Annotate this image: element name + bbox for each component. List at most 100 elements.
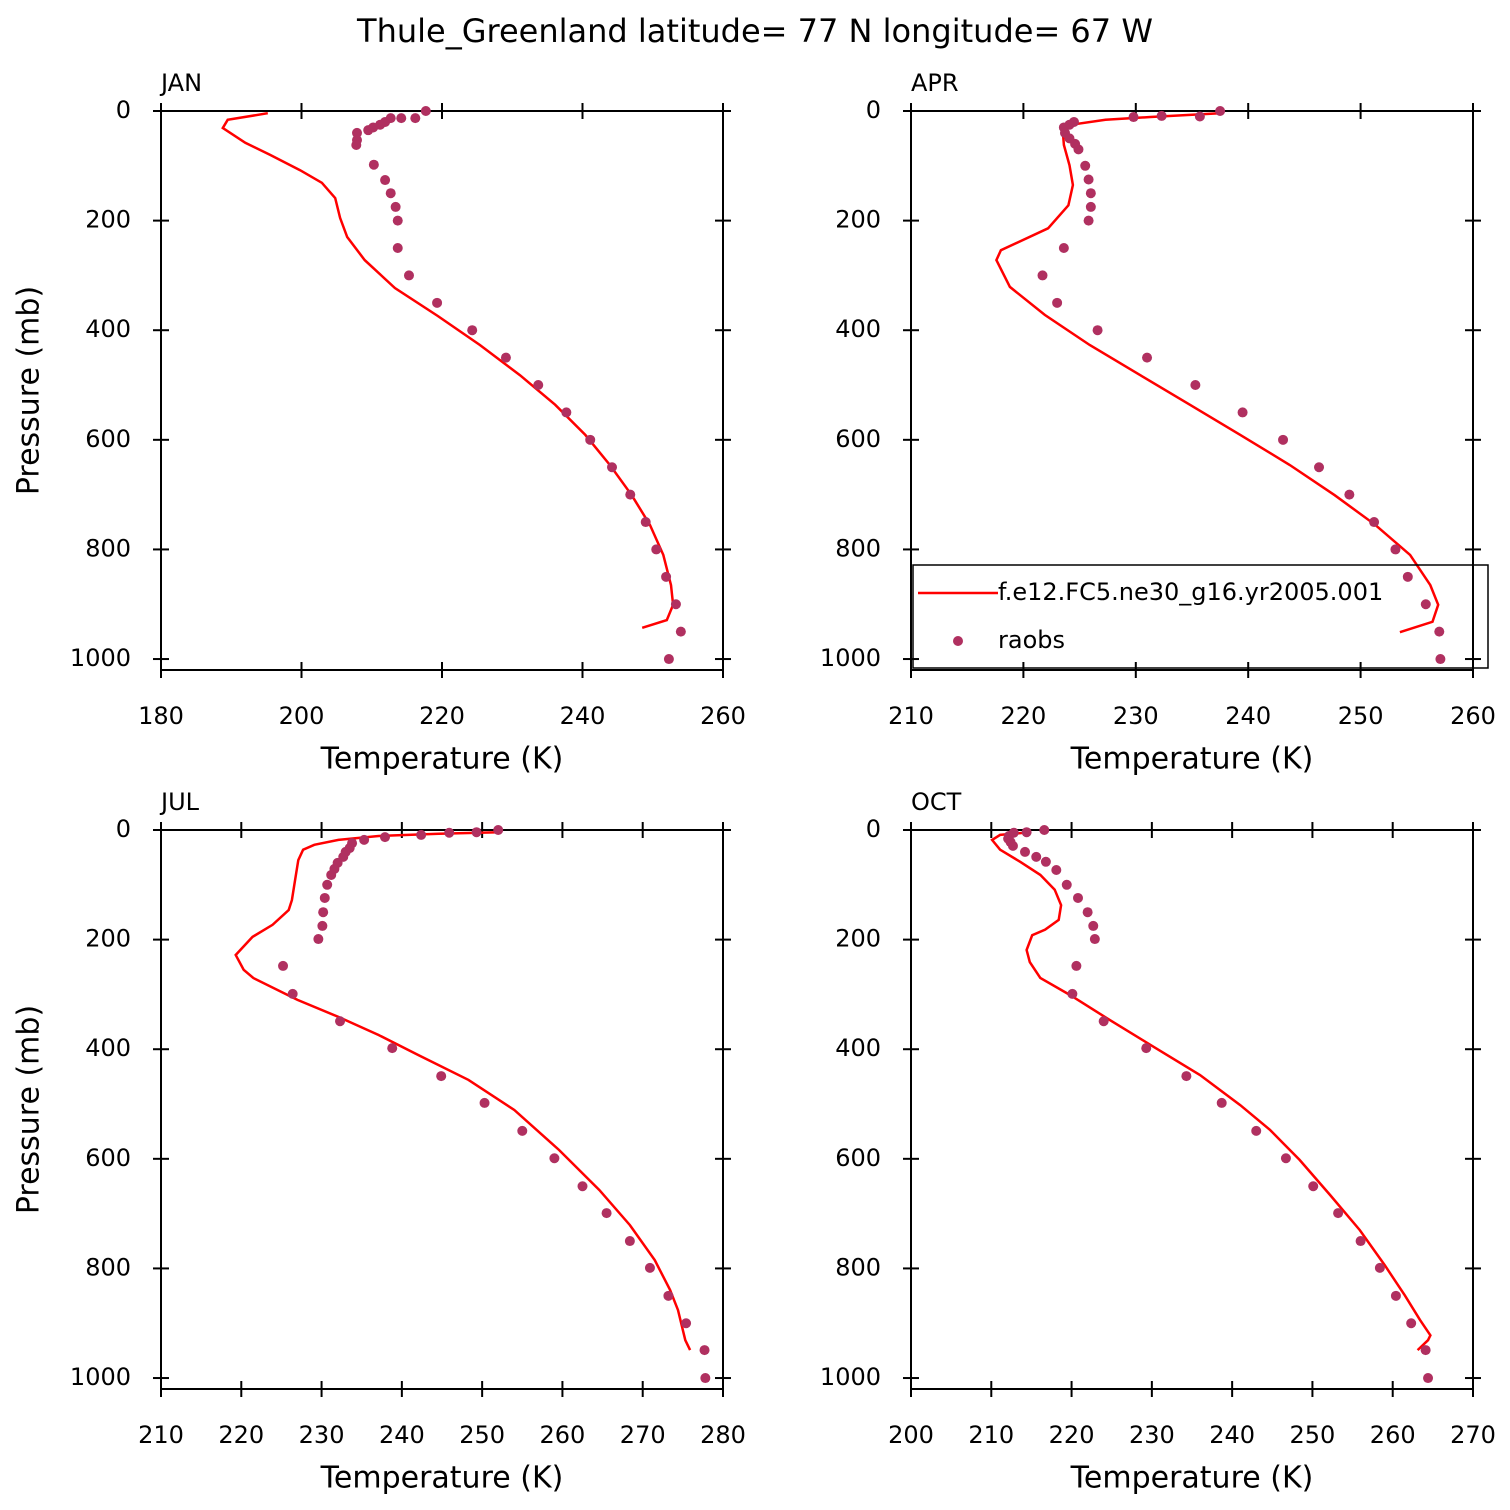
obs-point: [607, 462, 618, 473]
obs-point: [420, 106, 431, 116]
obs-point: [663, 654, 674, 665]
x-axis-label: Temperature (K): [1070, 1461, 1314, 1496]
obs-point: [577, 1181, 588, 1192]
x-tick-label: 260: [1450, 702, 1496, 730]
panel: APR 210 220 230 240 250 260 0 200 400 600 800 1000 Te…: [820, 69, 1496, 777]
obs-point: [1051, 865, 1062, 876]
obs-point: [1142, 352, 1153, 363]
obs-point: [1406, 1318, 1417, 1329]
obs-point: [432, 297, 443, 308]
obs-point: [351, 127, 362, 138]
x-tick-label: 280: [700, 1421, 746, 1449]
obs-point: [1052, 297, 1063, 308]
obs-point: [392, 215, 403, 226]
x-tick-label: 250: [1338, 702, 1384, 730]
obs-point: [644, 1262, 655, 1273]
x-tick-label: 260: [1370, 1421, 1416, 1449]
y-tick-label: 0: [116, 96, 131, 124]
obs-point: [1021, 827, 1032, 838]
x-tick-label: 210: [968, 1421, 1014, 1449]
legend-label: raobs: [998, 626, 1065, 654]
obs-point: [670, 599, 681, 610]
model-line: [221, 111, 675, 629]
model-line: [990, 830, 1432, 1352]
obs-point: [1007, 840, 1018, 851]
obs-point: [1072, 892, 1083, 903]
y-tick-label: 0: [866, 96, 881, 124]
y-tick-label: 200: [85, 925, 131, 953]
x-tick-label: 210: [138, 1421, 184, 1449]
obs-point: [1215, 106, 1226, 116]
x-tick-label: 220: [1049, 1421, 1095, 1449]
obs-point: [479, 1097, 490, 1108]
obs-point: [640, 517, 651, 528]
y-tick-label: 600: [835, 1144, 881, 1172]
obs-point: [1156, 110, 1167, 121]
obs-point: [385, 188, 396, 199]
obs-point: [387, 1043, 398, 1054]
obs-point: [1088, 920, 1099, 931]
obs-point: [318, 907, 329, 918]
panel-title: OCT: [911, 788, 962, 816]
obs-point: [1082, 907, 1093, 918]
obs-point: [1181, 1071, 1192, 1082]
x-tick-label: 240: [379, 1421, 425, 1449]
panel-title: APR: [911, 69, 959, 97]
obs-point: [1037, 270, 1048, 281]
obs-point: [1083, 174, 1094, 185]
obs-point: [1237, 407, 1248, 418]
obs-point: [1355, 1236, 1366, 1247]
obs-point: [392, 243, 403, 254]
y-tick-label: 200: [835, 925, 881, 953]
y-tick-label: 1000: [70, 644, 131, 672]
obs-point: [1369, 517, 1380, 528]
obs-point: [403, 270, 414, 281]
x-tick-label: 240: [1209, 1421, 1255, 1449]
obs-point: [1092, 325, 1103, 336]
y-tick-label: 800: [85, 1253, 131, 1281]
y-tick-label: 600: [85, 1144, 131, 1172]
x-tick-label: 210: [888, 702, 934, 730]
y-axis-label: Pressure (mb): [12, 1005, 47, 1214]
x-tick-label: 270: [1450, 1421, 1496, 1449]
x-tick-label: 230: [1129, 1421, 1175, 1449]
obs-point: [1251, 1125, 1262, 1136]
obs-point: [1390, 1290, 1401, 1301]
obs-point: [379, 832, 390, 843]
legend-swatch: [953, 636, 963, 646]
obs-point: [1314, 462, 1325, 473]
obs-point: [1194, 111, 1205, 122]
obs-point: [1067, 988, 1078, 999]
y-tick-label: 200: [835, 206, 881, 234]
legend-box: [912, 564, 1489, 669]
y-tick-label: 800: [835, 1253, 881, 1281]
obs-point: [1080, 160, 1091, 171]
y-tick-label: 800: [85, 534, 131, 562]
y-tick-label: 400: [85, 1034, 131, 1062]
obs-point: [326, 869, 337, 880]
obs-point: [549, 1153, 560, 1164]
obs-point: [625, 489, 636, 500]
plot-frame: [910, 110, 1474, 671]
obs-point: [700, 1373, 711, 1384]
obs-point: [1216, 1097, 1227, 1108]
obs-point: [467, 325, 478, 336]
obs-point: [1141, 1043, 1152, 1054]
obs-point: [1423, 1373, 1434, 1384]
obs-point: [390, 201, 401, 212]
obs-point: [313, 934, 324, 945]
y-tick-label: 400: [85, 315, 131, 343]
x-tick-label: 200: [279, 702, 325, 730]
obs-point: [1085, 201, 1096, 212]
obs-point: [380, 175, 391, 186]
obs-point: [363, 125, 374, 136]
obs-point: [601, 1208, 612, 1219]
obs-point: [1073, 144, 1084, 155]
x-tick-label: 220: [1000, 702, 1046, 730]
obs-point: [396, 113, 407, 124]
obs-point: [335, 1016, 346, 1027]
y-tick-label: 1000: [70, 1363, 131, 1391]
y-tick-label: 0: [116, 815, 131, 843]
